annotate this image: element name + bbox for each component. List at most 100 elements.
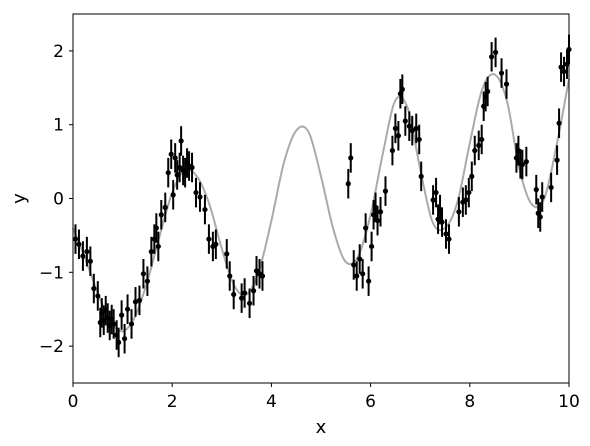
data-point (395, 121, 401, 151)
data-point (485, 76, 491, 107)
data-point (239, 283, 245, 313)
data-point (168, 139, 174, 169)
point-marker (561, 68, 567, 75)
point-marker (155, 243, 161, 250)
data-point (443, 219, 449, 249)
point-marker (556, 120, 562, 126)
y-tick-label: 0 (53, 190, 64, 210)
point-marker (456, 209, 462, 215)
point-marker (227, 273, 233, 279)
y-tick-label: −2 (39, 337, 64, 357)
point-marker (84, 249, 90, 255)
data-point (206, 224, 212, 254)
data-point (413, 113, 419, 144)
data-point (392, 113, 398, 144)
point-marker (168, 151, 174, 157)
data-point (463, 185, 469, 215)
point-marker (498, 70, 505, 76)
point-marker (259, 273, 266, 279)
data-point (357, 244, 363, 274)
point-marker (489, 54, 495, 60)
point-marker (119, 312, 125, 318)
point-marker (523, 159, 529, 165)
data-point (259, 261, 266, 291)
point-marker (382, 188, 389, 194)
x-tick-label: 6 (365, 392, 376, 412)
data-point (153, 213, 159, 243)
data-point (128, 309, 135, 339)
plot-frame (72, 13, 570, 384)
data-point (91, 273, 97, 304)
data-point (489, 42, 495, 72)
data-point (548, 172, 554, 203)
data-point (144, 266, 150, 296)
data-point (116, 327, 122, 358)
data-points-layer (72, 34, 572, 358)
data-point (389, 135, 396, 166)
point-marker (95, 293, 101, 299)
point-marker (416, 136, 422, 143)
data-point (348, 143, 354, 173)
data-point (537, 202, 543, 232)
point-marker (374, 218, 381, 224)
x-tick-label: 0 (68, 392, 79, 412)
data-point (374, 205, 381, 236)
x-tick-label: 4 (266, 392, 277, 412)
data-point (202, 194, 208, 225)
point-marker (413, 125, 419, 131)
point-marker (91, 285, 97, 292)
data-point (213, 229, 219, 260)
point-marker (174, 172, 180, 178)
point-marker (348, 155, 354, 161)
point-marker (87, 258, 93, 264)
y-tick-label: 1 (53, 116, 64, 136)
x-tick-label: 8 (464, 392, 475, 412)
point-marker (242, 290, 248, 296)
data-point (345, 168, 351, 199)
data-point (136, 285, 143, 316)
data-point (382, 176, 389, 206)
data-point (409, 115, 415, 146)
point-marker (128, 321, 135, 327)
point-marker (368, 243, 375, 250)
point-marker (165, 170, 171, 176)
point-marker (172, 155, 178, 161)
point-marker (446, 236, 452, 242)
point-marker (377, 209, 384, 215)
data-point (360, 259, 366, 289)
data-point (439, 207, 445, 237)
data-point (170, 180, 176, 210)
point-marker (554, 157, 560, 163)
data-point (476, 130, 482, 161)
point-marker (472, 147, 478, 154)
point-marker (503, 81, 510, 87)
point-marker (395, 133, 401, 139)
data-point (119, 300, 125, 330)
point-marker (399, 86, 405, 92)
point-marker (439, 219, 445, 225)
data-point (377, 197, 384, 227)
data-point (456, 197, 462, 227)
point-marker (170, 192, 176, 198)
point-marker (148, 249, 154, 255)
data-point (368, 231, 375, 262)
data-point (165, 157, 171, 188)
point-marker (158, 212, 164, 218)
data-point (172, 143, 178, 173)
data-point (250, 275, 257, 306)
point-marker (360, 271, 366, 277)
point-marker (485, 88, 491, 95)
data-point (111, 309, 117, 339)
point-marker (116, 339, 122, 346)
data-point (84, 236, 90, 267)
point-marker (476, 142, 482, 148)
data-point (492, 37, 499, 68)
data-point (351, 250, 357, 280)
data-point (399, 74, 405, 105)
point-marker (402, 118, 408, 124)
point-marker (140, 271, 147, 277)
point-marker (392, 125, 398, 131)
point-marker (537, 214, 543, 220)
point-marker (153, 225, 159, 231)
x-tick-label: 10 (558, 392, 580, 412)
